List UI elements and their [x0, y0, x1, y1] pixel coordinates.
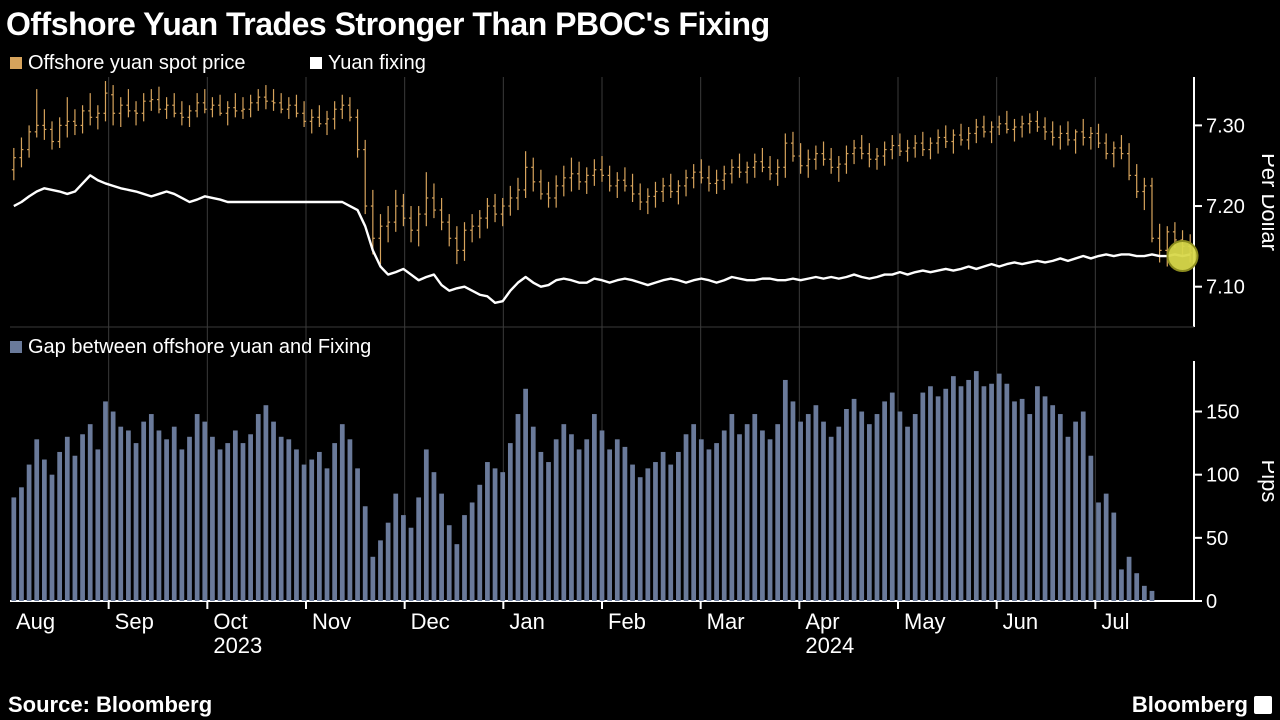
svg-text:2024: 2024 — [805, 633, 854, 658]
brand-text: Bloomberg — [1132, 692, 1248, 718]
svg-text:May: May — [904, 609, 946, 634]
svg-text:Per Dollar: Per Dollar — [1257, 153, 1274, 251]
svg-text:Oct: Oct — [213, 609, 247, 634]
svg-text:Yuan fixing: Yuan fixing — [328, 52, 426, 74]
svg-text:7.20: 7.20 — [1206, 196, 1245, 218]
svg-text:Nov: Nov — [312, 609, 351, 634]
svg-text:150: 150 — [1206, 402, 1239, 424]
svg-text:7.10: 7.10 — [1206, 277, 1245, 299]
chart-container: Offshore Yuan Trades Stronger Than PBOC'… — [0, 0, 1280, 720]
chart-svg: 7.10 7.20 7.30 Per Dollar Offshore yuan spot… — [6, 51, 1274, 661]
svg-text:Feb: Feb — [608, 609, 646, 634]
source-label: Source: Bloomberg — [8, 692, 212, 718]
svg-text:Pips: Pips — [1257, 460, 1274, 503]
svg-text:Jun: Jun — [1003, 609, 1038, 634]
bloomberg-icon — [1254, 696, 1272, 714]
svg-text:7.30: 7.30 — [1206, 115, 1245, 137]
svg-text:100: 100 — [1206, 465, 1239, 487]
chart-area: 7.10 7.20 7.30 Per Dollar Offshore yuan spot… — [6, 51, 1274, 690]
svg-text:0: 0 — [1206, 591, 1217, 613]
svg-text:Gap between offshore yuan and: Gap between offshore yuan and Fixing — [28, 336, 371, 358]
svg-text:Aug: Aug — [16, 609, 55, 634]
svg-text:Mar: Mar — [707, 609, 745, 634]
svg-text:2023: 2023 — [213, 633, 262, 658]
svg-text:Sep: Sep — [115, 609, 154, 634]
svg-text:Jul: Jul — [1101, 609, 1129, 634]
bloomberg-logo: Bloomberg — [1132, 692, 1272, 718]
chart-title: Offshore Yuan Trades Stronger Than PBOC'… — [6, 6, 1274, 43]
svg-text:Dec: Dec — [411, 609, 450, 634]
svg-text:Offshore yuan spot price: Offshore yuan spot price — [28, 52, 246, 74]
svg-text:Jan: Jan — [509, 609, 544, 634]
svg-text:Apr: Apr — [805, 609, 839, 634]
svg-text:50: 50 — [1206, 528, 1228, 550]
